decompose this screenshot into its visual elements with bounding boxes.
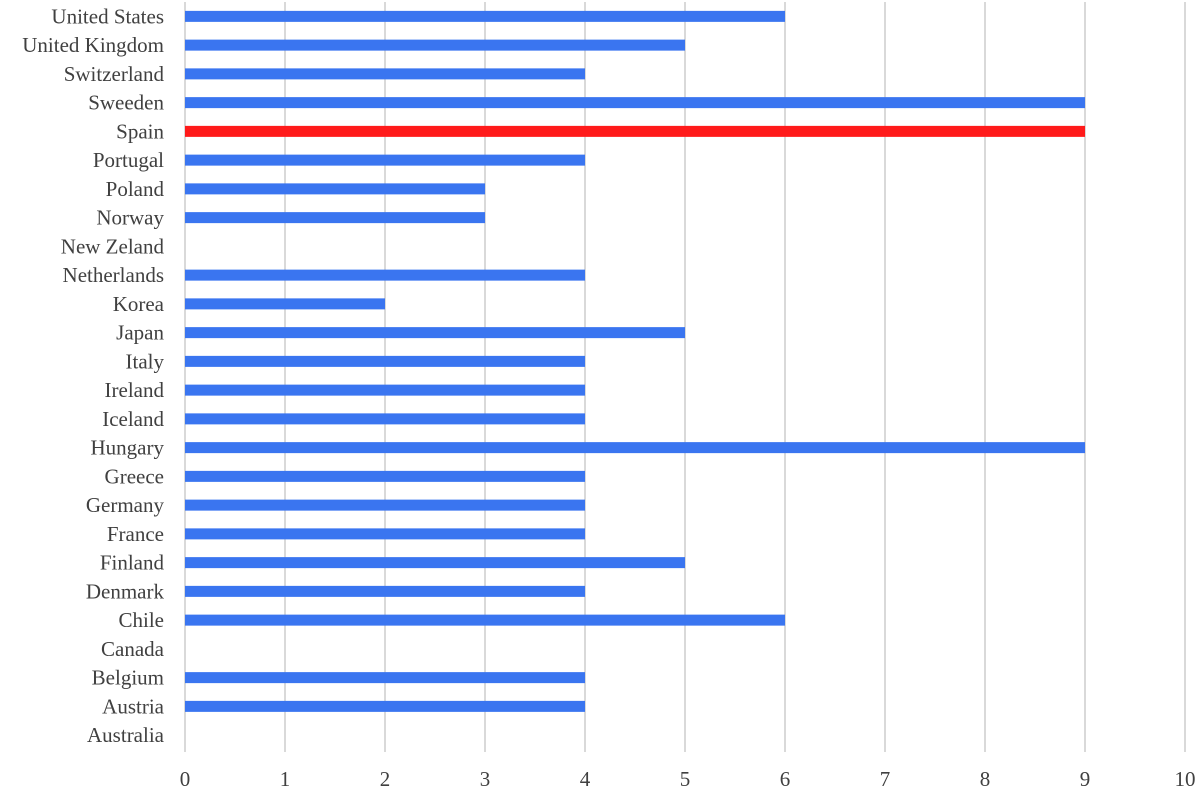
- x-tick-label: 8: [980, 767, 991, 791]
- bar: [185, 700, 585, 712]
- x-tick-label: 3: [480, 767, 491, 791]
- bar: [185, 384, 585, 396]
- x-axis-tick-labels: 0 1 2 3 4 5 6 7 8 9 10: [180, 767, 1196, 791]
- grid-lines: [184, 2, 1186, 752]
- x-tick-label: 10: [1175, 767, 1196, 791]
- x-tick-label: 5: [680, 767, 691, 791]
- bar: [185, 557, 685, 569]
- bar: [185, 355, 585, 367]
- category-label: Greece: [105, 464, 164, 488]
- bar: [185, 327, 685, 339]
- category-label: Switzerland: [64, 62, 165, 86]
- x-tick-label: 1: [280, 767, 291, 791]
- category-label: Finland: [100, 551, 165, 575]
- bar: [185, 10, 785, 22]
- bar: [185, 528, 585, 540]
- category-label: Canada: [101, 637, 165, 661]
- category-label: Austria: [102, 694, 165, 718]
- category-label: Germany: [86, 493, 165, 517]
- category-labels: United States United Kingdom Switzerland Sw…: [22, 4, 164, 747]
- x-tick-label: 4: [580, 767, 591, 791]
- x-tick-label: 2: [380, 767, 391, 791]
- bar: [185, 298, 385, 310]
- category-label: Belgium: [92, 666, 164, 690]
- bars: [185, 10, 1085, 712]
- category-label: Chile: [119, 608, 165, 632]
- category-label: Spain: [116, 119, 164, 143]
- category-label: Netherlands: [63, 263, 164, 287]
- bar: [185, 413, 585, 425]
- bar: [185, 269, 585, 281]
- category-label: Korea: [113, 292, 165, 316]
- bar: [185, 442, 1085, 454]
- bar: [185, 68, 585, 80]
- category-label: New Zeland: [61, 234, 165, 258]
- category-label: Japan: [116, 321, 164, 345]
- x-tick-label: 0: [180, 767, 191, 791]
- category-label: Iceland: [102, 407, 164, 431]
- bar: [185, 39, 685, 51]
- category-label: Sweeden: [88, 91, 164, 115]
- bar: [185, 212, 485, 224]
- category-label: Norway: [96, 206, 164, 230]
- bar: [185, 614, 785, 626]
- bar: [185, 125, 1085, 137]
- category-label: France: [107, 522, 164, 546]
- category-label: Hungary: [91, 436, 165, 460]
- category-label: Italy: [126, 349, 165, 373]
- category-label: United States: [51, 4, 164, 28]
- x-tick-label: 7: [880, 767, 891, 791]
- bar: [185, 470, 585, 482]
- category-label: Portugal: [93, 148, 164, 172]
- bar: [185, 97, 1085, 109]
- category-label: Denmark: [86, 579, 165, 603]
- bar: [185, 672, 585, 684]
- bar: [185, 183, 485, 195]
- bar: [185, 499, 585, 511]
- category-label: Ireland: [105, 378, 165, 402]
- bar: [185, 585, 585, 597]
- bar: [185, 154, 585, 166]
- category-label: United Kingdom: [22, 33, 164, 57]
- category-label: Poland: [106, 177, 165, 201]
- x-tick-label: 9: [1080, 767, 1091, 791]
- category-label: Australia: [87, 723, 165, 747]
- x-tick-label: 6: [780, 767, 791, 791]
